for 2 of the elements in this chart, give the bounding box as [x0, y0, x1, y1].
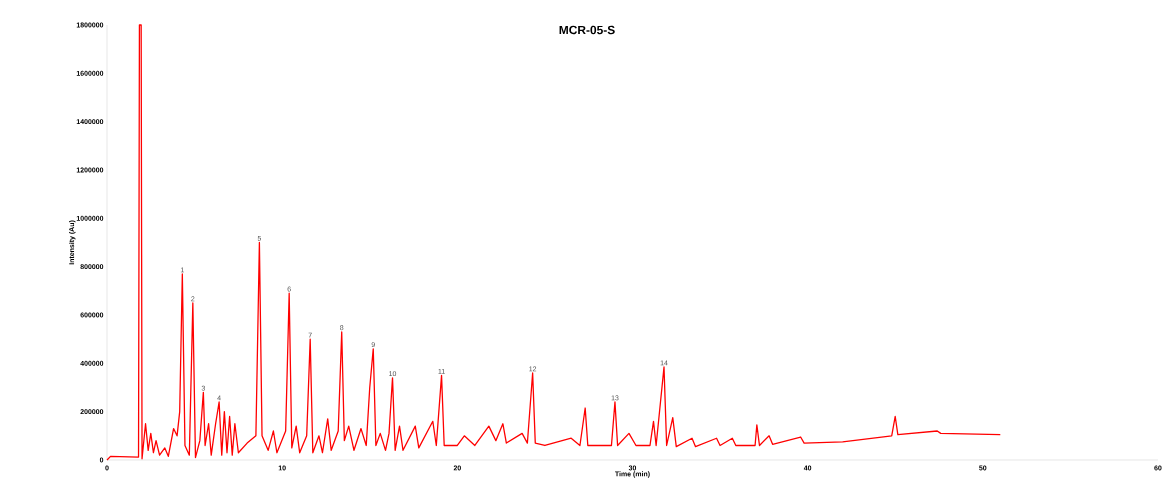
line-series [106, 24, 1001, 461]
chart-title: MCR-05-S [559, 25, 615, 35]
